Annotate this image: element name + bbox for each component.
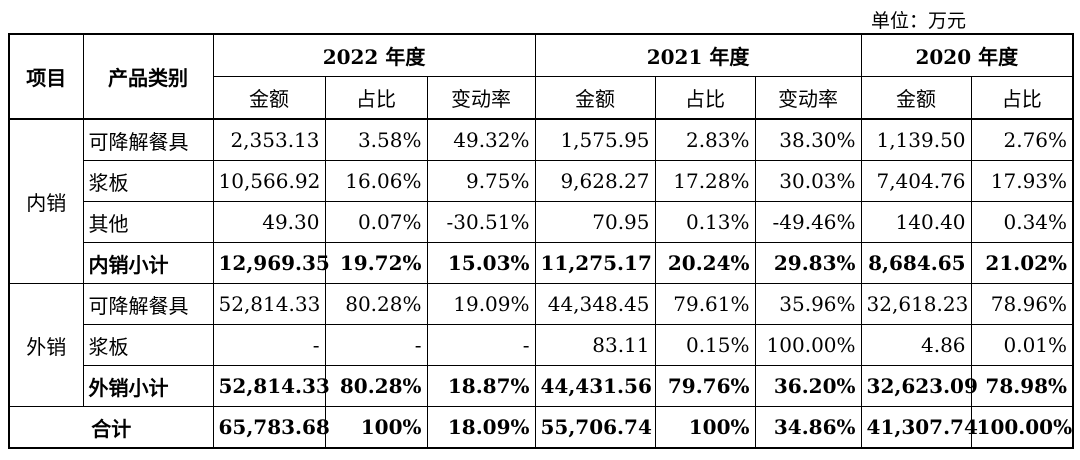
change-cell: 49.32% bbox=[426, 118, 536, 161]
group-label-domestic: 内销 bbox=[8, 118, 84, 284]
change-cell: 19.09% bbox=[426, 283, 536, 325]
header-year-2021: 2021 年度 bbox=[534, 33, 862, 77]
table-row: 浆板 - - - 83.11 0.15% 100.00% 4.86 0.01% bbox=[9, 324, 1074, 366]
ratio-cell: 100% bbox=[324, 406, 428, 449]
amount-cell: 44,431.56 bbox=[534, 365, 656, 407]
change-cell: 100.00% bbox=[754, 324, 862, 366]
category-cell: 外销小计 bbox=[82, 365, 214, 407]
header-change: 变动率 bbox=[426, 76, 536, 120]
change-cell: 34.86% bbox=[754, 406, 862, 449]
amount-cell: 7,404.76 bbox=[860, 160, 972, 202]
change-cell: 30.03% bbox=[754, 160, 862, 202]
total-row: 合计 65,783.68 100% 18.09% 55,706.74 100% … bbox=[8, 406, 1074, 449]
ratio-cell: 79.76% bbox=[654, 365, 756, 407]
amount-cell: 10,566.92 bbox=[212, 160, 326, 202]
table-row: 外销 可降解餐具 52,814.33 80.28% 19.09% 44,348.… bbox=[8, 283, 1074, 407]
amount-cell: - bbox=[212, 324, 326, 366]
ratio-cell: 2.83% bbox=[654, 118, 756, 161]
ratio-cell: 20.24% bbox=[654, 242, 756, 284]
table-row: 内销 可降解餐具 2,353.13 3.58% 49.32% 1,575.95 … bbox=[8, 118, 1074, 284]
amount-cell: 140.40 bbox=[860, 201, 972, 243]
category-cell: 可降解餐具 bbox=[82, 283, 214, 325]
ratio-cell: 100% bbox=[654, 406, 756, 449]
amount-cell: 49.30 bbox=[212, 201, 326, 243]
change-cell: 36.20% bbox=[754, 365, 862, 407]
category-cell: 其他 bbox=[82, 201, 214, 243]
ratio-cell: 3.58% bbox=[324, 118, 428, 161]
amount-cell: 2,353.13 bbox=[212, 118, 326, 161]
subtotal-row-export: 外销小计 52,814.33 80.28% 18.87% 44,431.56 7… bbox=[9, 365, 1074, 407]
change-cell: 9.75% bbox=[426, 160, 536, 202]
category-cell: 内销小计 bbox=[82, 242, 214, 284]
ratio-cell: 19.72% bbox=[324, 242, 428, 284]
amount-cell: 55,706.74 bbox=[534, 406, 656, 449]
amount-cell: 41,307.74 bbox=[860, 406, 978, 449]
ratio-cell: 78.96% bbox=[970, 283, 1074, 325]
ratio-cell: 21.02% bbox=[970, 242, 1074, 284]
category-cell: 可降解餐具 bbox=[82, 118, 214, 161]
revenue-table: 项目 产品类别 2022 年度 2021 年度 2020 年度 金额 占比 变动… bbox=[8, 33, 1075, 449]
amount-cell: 83.11 bbox=[534, 324, 656, 366]
ratio-cell: 0.15% bbox=[654, 324, 756, 366]
amount-cell: 1,575.95 bbox=[534, 118, 656, 161]
ratio-cell: 80.28% bbox=[324, 365, 428, 407]
amount-cell: 9,628.27 bbox=[534, 160, 656, 202]
header-ratio: 占比 bbox=[654, 76, 756, 120]
change-cell: 18.09% bbox=[426, 406, 536, 449]
ratio-cell: 17.28% bbox=[654, 160, 756, 202]
table-row: 其他 49.30 0.07% -30.51% 70.95 0.13% -49.4… bbox=[9, 201, 1074, 243]
ratio-cell: 79.61% bbox=[654, 283, 756, 325]
ratio-cell: 2.76% bbox=[970, 118, 1074, 161]
ratio-cell: 80.28% bbox=[324, 283, 428, 325]
amount-cell: 12,969.35 bbox=[212, 242, 330, 284]
change-cell: - bbox=[426, 324, 536, 366]
amount-cell: 65,783.68 bbox=[212, 406, 330, 449]
amount-cell: 4.86 bbox=[860, 324, 972, 366]
category-cell: 浆板 bbox=[82, 324, 214, 366]
header-ratio: 占比 bbox=[324, 76, 428, 120]
header-year-2020: 2020 年度 bbox=[860, 33, 1074, 77]
ratio-cell: 0.01% bbox=[970, 324, 1074, 366]
header-change: 变动率 bbox=[754, 76, 862, 120]
amount-cell: 8,684.65 bbox=[860, 242, 972, 284]
ratio-cell: 17.93% bbox=[970, 160, 1074, 202]
header-category: 产品类别 bbox=[82, 33, 214, 120]
ratio-cell: 78.98% bbox=[970, 365, 1074, 407]
amount-cell: 70.95 bbox=[534, 201, 656, 243]
amount-cell: 52,814.33 bbox=[212, 365, 330, 407]
header-row-years: 项目 产品类别 2022 年度 2021 年度 2020 年度 bbox=[8, 33, 1074, 120]
ratio-cell: 16.06% bbox=[324, 160, 428, 202]
header-year-2022: 2022 年度 bbox=[212, 33, 536, 77]
ratio-cell: 0.13% bbox=[654, 201, 756, 243]
category-cell: 浆板 bbox=[82, 160, 214, 202]
ratio-cell: 0.07% bbox=[324, 201, 428, 243]
amount-cell: 32,618.23 bbox=[860, 283, 972, 325]
header-item: 项目 bbox=[8, 33, 84, 120]
ratio-cell: 100.00% bbox=[970, 406, 1074, 449]
change-cell: 38.30% bbox=[754, 118, 862, 161]
header-ratio: 占比 bbox=[970, 76, 1074, 120]
unit-label: 单位：万元 bbox=[870, 10, 966, 32]
change-cell: 35.96% bbox=[754, 283, 862, 325]
subtotal-row-domestic: 内销小计 12,969.35 19.72% 15.03% 11,275.17 2… bbox=[9, 242, 1074, 284]
change-cell: -49.46% bbox=[754, 201, 862, 243]
amount-cell: 1,139.50 bbox=[860, 118, 972, 161]
change-cell: 29.83% bbox=[754, 242, 862, 284]
header-amount: 金额 bbox=[860, 76, 972, 120]
table-row: 浆板 10,566.92 16.06% 9.75% 9,628.27 17.28… bbox=[9, 160, 1074, 202]
change-cell: 18.87% bbox=[426, 365, 536, 407]
change-cell: -30.51% bbox=[426, 201, 536, 243]
amount-cell: 32,623.09 bbox=[860, 365, 978, 407]
ratio-cell: - bbox=[324, 324, 428, 366]
header-amount: 金额 bbox=[212, 76, 326, 120]
header-amount: 金额 bbox=[534, 76, 656, 120]
total-label: 合计 bbox=[8, 406, 214, 449]
change-cell: 15.03% bbox=[426, 242, 536, 284]
group-label-export: 外销 bbox=[8, 283, 84, 407]
ratio-cell: 0.34% bbox=[970, 201, 1074, 243]
amount-cell: 52,814.33 bbox=[212, 283, 326, 325]
amount-cell: 11,275.17 bbox=[534, 242, 656, 284]
amount-cell: 44,348.45 bbox=[534, 283, 656, 325]
